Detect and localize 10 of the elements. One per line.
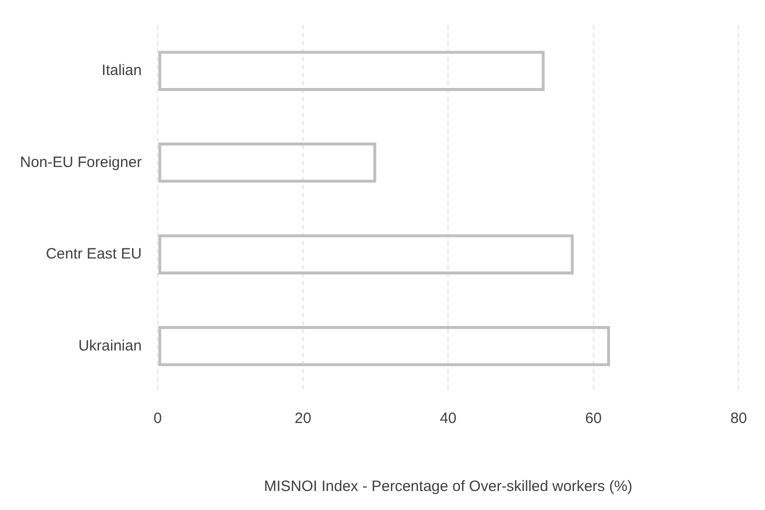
x-tick-label: 80 bbox=[730, 410, 747, 428]
y-tick-label: Centr East EU bbox=[46, 246, 142, 263]
y-tick-label: Non-EU Foreigner bbox=[20, 154, 142, 171]
y-tick-label: Ukrainian bbox=[78, 337, 142, 354]
x-tick-label: 60 bbox=[585, 410, 602, 428]
x-tick-label: 20 bbox=[294, 410, 312, 428]
y-tick-label: Italian bbox=[102, 62, 142, 80]
x-tick-label: 40 bbox=[440, 410, 457, 428]
x-axis-title: MISNOI Index - Percentage of Over-skilled workers (%) bbox=[264, 478, 632, 496]
x-tick-label: 0 bbox=[154, 410, 162, 428]
